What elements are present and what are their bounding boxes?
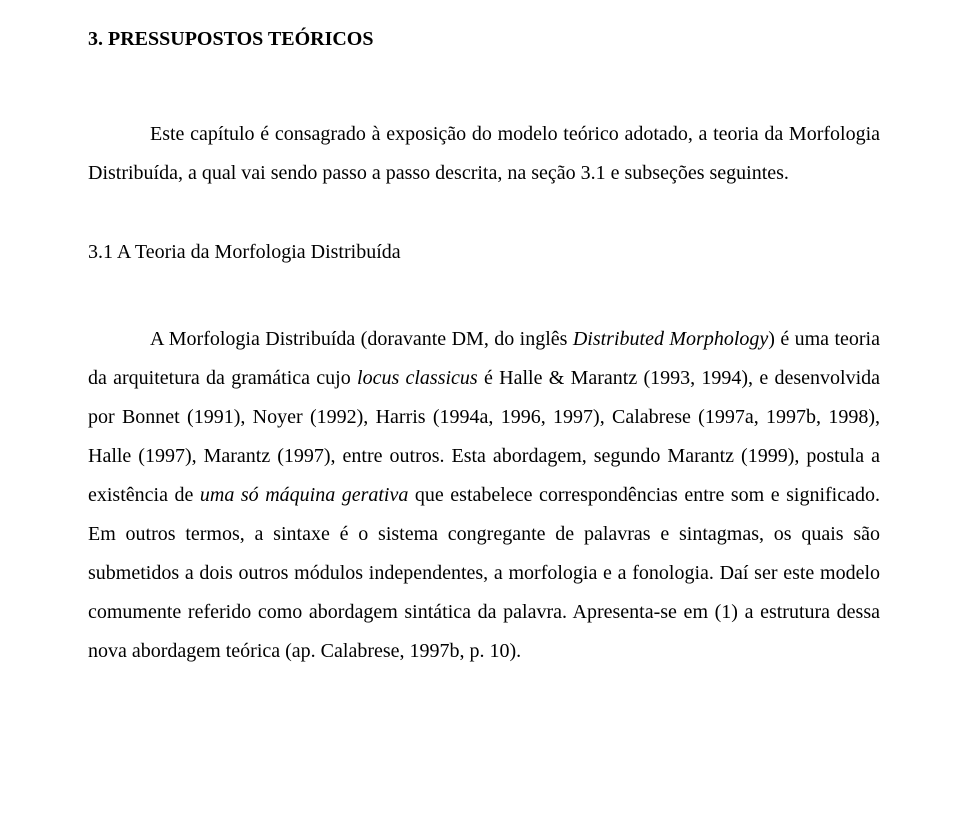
body-italic-3: uma só máquina gerativa bbox=[200, 484, 408, 506]
section-number: 3. bbox=[88, 28, 103, 50]
body-text-4: que estabelece correspondências entre so… bbox=[88, 484, 880, 662]
subsection-number: 3.1 bbox=[88, 241, 113, 263]
subsection-title: A Teoria da Morfologia Distribuída bbox=[117, 241, 401, 263]
body-text-1: A Morfologia Distribuída (doravante DM, … bbox=[150, 328, 573, 350]
section-title: PRESSUPOSTOS TEÓRICOS bbox=[108, 28, 373, 50]
subsection-heading: 3.1 A Teoria da Morfologia Distribuída bbox=[88, 241, 880, 264]
body-italic-2: locus classicus bbox=[357, 367, 478, 389]
section-heading: 3. PRESSUPOSTOS TEÓRICOS bbox=[88, 28, 880, 51]
body-paragraph: A Morfologia Distribuída (doravante DM, … bbox=[88, 320, 880, 671]
document-page: 3. PRESSUPOSTOS TEÓRICOS Este capítulo é… bbox=[0, 0, 960, 711]
intro-paragraph: Este capítulo é consagrado à exposição d… bbox=[88, 115, 880, 193]
body-italic-1: Distributed Morphology bbox=[573, 328, 768, 350]
